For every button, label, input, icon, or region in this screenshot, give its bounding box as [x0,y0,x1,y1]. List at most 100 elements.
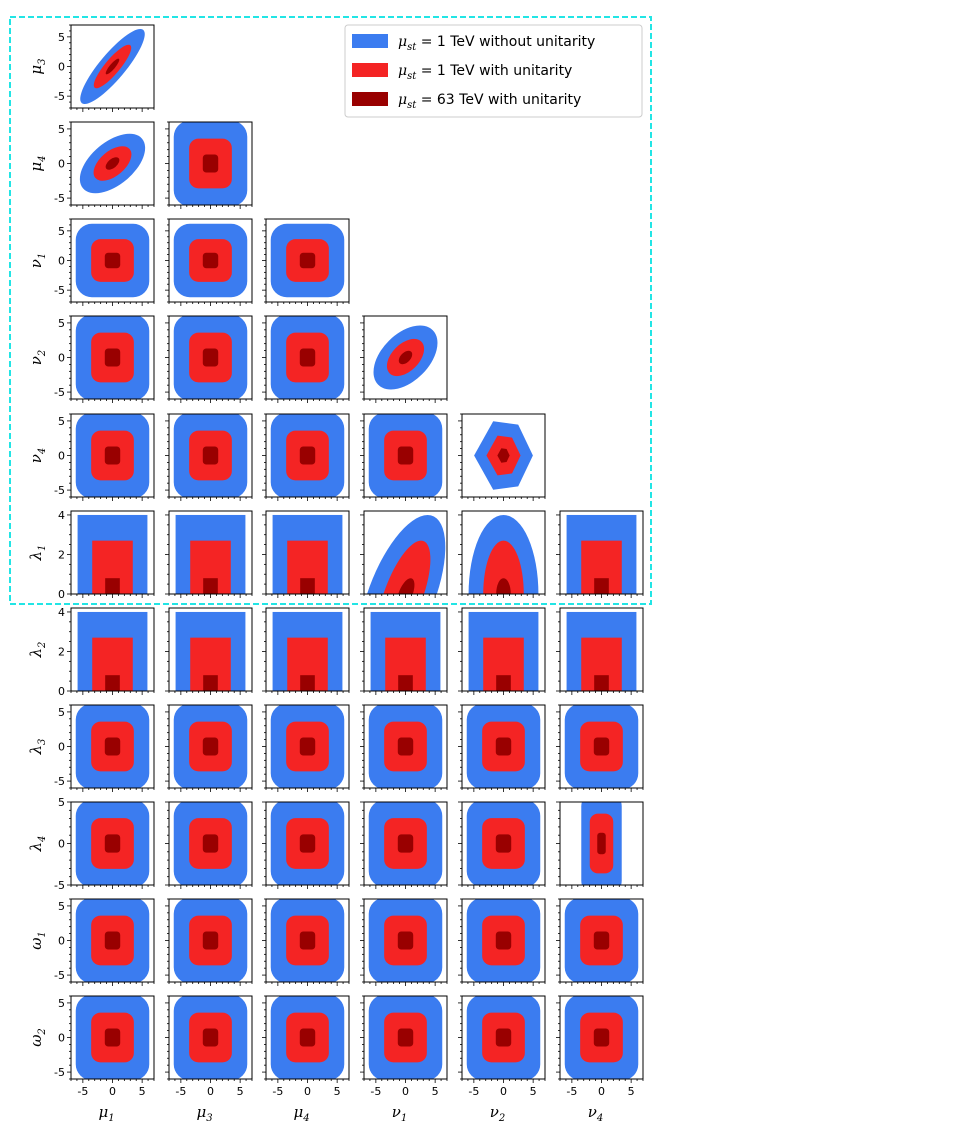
panel-nu4-vs-mu4 [262,413,350,501]
y-tick-label: 5 [58,415,65,428]
panel-nu1-vs-mu4 [262,218,350,306]
x-tick-label: 5 [237,1085,244,1098]
region-level-3 [594,675,609,691]
y-tick-label: 5 [58,31,65,44]
y-tick-label: -5 [54,284,65,297]
region-level-3 [202,252,219,269]
x-axis-label: μ1 [98,1103,114,1124]
y-tick-label: -5 [54,192,65,205]
region-level-3 [397,931,414,950]
region-level-3 [299,252,316,269]
panel-nu4-vs-nu2 [458,413,546,501]
panel-omega1-vs-mu3 [165,898,253,986]
region-level-3 [299,348,316,367]
region-level-3 [105,58,120,75]
y-axis-label: ν4 [27,448,48,464]
region-level-3 [104,737,121,756]
y-tick-label: 2 [58,645,65,658]
y-axis-label: μ4 [27,155,48,171]
x-tick-label: -5 [370,1085,381,1098]
region-level-3 [497,448,510,463]
x-tick-label: 0 [207,1085,214,1098]
region-level-3 [299,931,316,950]
legend-entry: μst = 63 TeV with unitarity [398,92,581,111]
panel-lambda4-vs-nu2 [458,801,546,889]
region-level-3 [495,737,512,756]
region-level-3 [104,252,121,269]
x-tick-label: -5 [468,1085,479,1098]
legend-entry: μst = 1 TeV with unitarity [398,63,572,82]
panel-lambda4-vs-mu3 [165,801,253,889]
region-level-3 [202,931,219,950]
x-tick-label: 5 [628,1085,635,1098]
panel-omega2-vs-nu2: -5 0 5 ν2 [458,995,546,1124]
x-tick-label: 0 [402,1085,409,1098]
region-level-3 [202,1028,219,1047]
region-level-3 [104,446,121,465]
y-tick-label: 0 [58,61,65,74]
x-tick-label: 0 [109,1085,116,1098]
y-axis-label: λ1 [27,545,48,562]
region-level-3 [593,931,610,950]
region-level-3 [398,350,413,365]
region-level-3 [397,834,414,853]
region-level-3 [396,578,415,594]
panel-omega1-vs-mu4 [262,898,350,986]
region-level-3 [202,834,219,853]
y-tick-label: -5 [54,879,65,892]
region-level-3 [104,931,121,950]
region-level-3 [495,834,512,853]
panel-lambda2-vs-mu3 [165,607,253,695]
y-tick-label: -5 [54,969,65,982]
panel-nu2-vs-mu1: -5 0 5 ν2 [27,315,155,403]
y-tick-label: 5 [58,317,65,330]
region-level-3 [202,348,219,367]
y-tick-label: 5 [58,900,65,913]
panel-mu4-vs-mu3 [165,121,253,209]
y-tick-label: 5 [58,706,65,719]
panel-lambda3-vs-mu1: -5 0 5 λ3 [27,704,155,792]
region-level-3 [104,834,121,853]
panel-lambda4-vs-mu1: -5 0 5 λ4 [27,796,155,892]
y-tick-label: 0 [58,935,65,948]
region-level-2 [377,540,431,594]
region-level-3 [397,737,414,756]
panel-lambda2-vs-mu4 [262,607,350,695]
panel-mu4-vs-mu1: -5 0 5 μ4 [27,121,155,209]
legend-entry: μst = 1 TeV without unitarity [398,34,595,53]
region-level-3 [593,1028,610,1047]
region-level-3 [495,931,512,950]
panel-nu4-vs-mu3 [165,413,253,501]
y-axis-label: ν2 [27,350,48,366]
panel-lambda4-vs-nu4 [556,801,644,889]
panel-nu4-vs-mu1: -5 0 5 ν4 [27,413,155,501]
region-level-3 [105,675,120,691]
y-tick-label: 5 [58,997,65,1010]
region-level-3 [203,675,218,691]
legend-swatch [352,63,388,77]
region-level-3 [597,832,606,855]
region-level-3 [104,1028,121,1047]
panel-lambda2-vs-nu1 [360,607,448,695]
panel-nu1-vs-mu3 [165,218,253,306]
y-tick-label: 4 [58,606,65,619]
region-level-3 [300,675,315,691]
y-tick-label: 5 [58,796,65,809]
x-axis-label: ν4 [588,1103,604,1124]
region-level-2 [483,540,524,594]
region-level-3 [496,578,511,594]
x-axis-label: μ3 [196,1103,212,1124]
panel-lambda2-vs-nu4 [556,607,644,695]
panel-lambda1-vs-nu1 [360,510,448,598]
panel-omega1-vs-nu2 [458,898,546,986]
y-tick-label: -5 [54,775,65,788]
region-level-3 [496,675,511,691]
y-tick-label: 0 [58,450,65,463]
y-tick-label: 0 [58,685,65,698]
panel-lambda3-vs-mu3 [165,704,253,792]
panel-lambda3-vs-nu1 [360,704,448,792]
panel-mu3-vs-mu1: -5 0 5 μ3 [27,24,155,112]
panel-omega1-vs-mu1: -5 0 5 ω1 [27,898,155,986]
y-axis-label: ω1 [27,931,48,950]
